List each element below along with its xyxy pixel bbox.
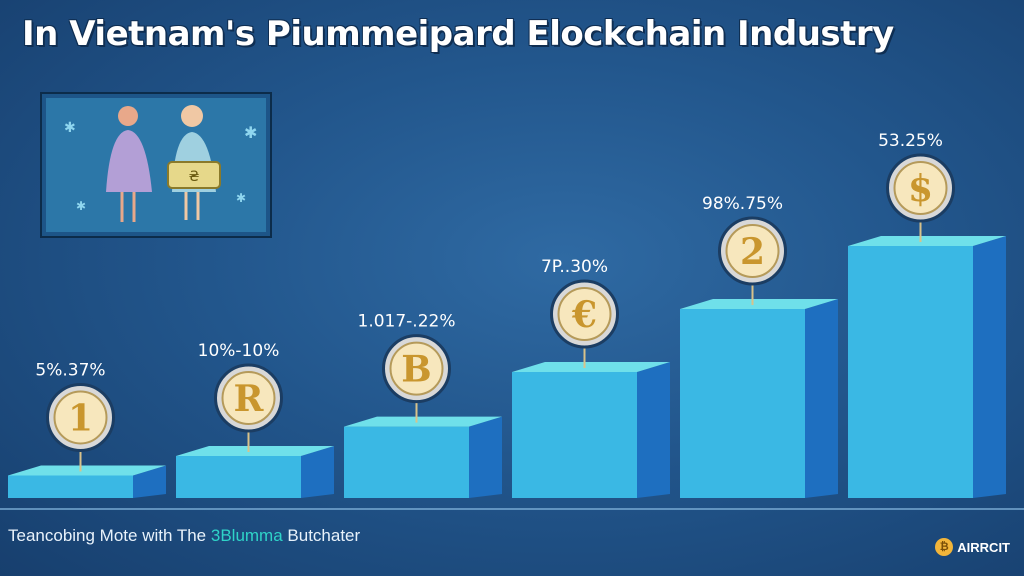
value-label: 5%.37% bbox=[35, 360, 105, 380]
svg-text:✱: ✱ bbox=[236, 191, 246, 205]
coin-face bbox=[725, 224, 780, 278]
coin-face bbox=[221, 371, 276, 425]
chart-baseline bbox=[0, 508, 1024, 510]
coin-symbol: 1 bbox=[68, 397, 93, 439]
bar-front bbox=[680, 309, 805, 498]
coin-symbol: 2 bbox=[740, 231, 765, 273]
caption-highlight: 3Blumma bbox=[210, 526, 283, 545]
bar-6: $53.25% bbox=[848, 131, 1006, 498]
svg-text:₴: ₴ bbox=[189, 169, 200, 185]
value-label: 98%.75% bbox=[702, 194, 783, 214]
bar-top bbox=[8, 465, 166, 476]
bar-side bbox=[637, 362, 670, 498]
svg-text:✱: ✱ bbox=[244, 123, 257, 142]
bar-front bbox=[176, 456, 301, 498]
chart-title: In Vietnam's Piummeipard Elockchain Indu… bbox=[22, 14, 894, 54]
value-label: 53.25% bbox=[878, 131, 943, 151]
bar-side bbox=[805, 299, 838, 498]
caption-suffix: Butchater bbox=[282, 526, 361, 545]
value-label: 1.017-.22% bbox=[358, 312, 456, 332]
bar-3: B 1.017-.22% bbox=[344, 312, 502, 498]
coin-face bbox=[893, 161, 948, 215]
bar-front bbox=[344, 426, 469, 498]
value-label: 7P..30% bbox=[541, 257, 608, 277]
bar-4: €7P..30% bbox=[512, 257, 670, 498]
coin-face bbox=[389, 341, 444, 396]
svg-text:✱: ✱ bbox=[76, 199, 86, 213]
footer-caption: Teancobing Mote with The 3Blumma Butchat… bbox=[8, 526, 360, 546]
bar-1: 1 5%.37% bbox=[8, 360, 166, 498]
couple-illustration: ✱ ✱ ✱ ✱ ₴ bbox=[40, 92, 272, 238]
bar-5: 2 98%.75% bbox=[680, 194, 838, 498]
bar-front bbox=[512, 372, 637, 498]
svg-text:✱: ✱ bbox=[64, 120, 76, 136]
bar-top bbox=[680, 299, 838, 309]
bar-top bbox=[848, 236, 1006, 246]
brand-name: AIRRCIT bbox=[957, 539, 1010, 555]
bar-2: R 10%-10% bbox=[176, 341, 334, 498]
bar-top bbox=[344, 416, 502, 427]
bar-front bbox=[848, 246, 973, 498]
bar-side bbox=[133, 465, 166, 498]
bar-top bbox=[512, 362, 670, 372]
coin-face bbox=[557, 287, 612, 341]
coin-symbol: R bbox=[234, 378, 265, 420]
bar-top bbox=[176, 446, 334, 456]
bitcoin-icon: ₿ bbox=[935, 538, 954, 556]
coin-symbol: $ bbox=[908, 168, 933, 210]
coin-face bbox=[53, 390, 108, 445]
bar-side bbox=[301, 446, 334, 498]
value-label: 10%-10% bbox=[198, 341, 280, 361]
bar-side bbox=[973, 236, 1006, 498]
coin-symbol: € bbox=[571, 294, 597, 336]
coin-symbol: B bbox=[401, 349, 431, 391]
caption-prefix: Teancobing Mote with The bbox=[8, 526, 211, 545]
bar-front bbox=[8, 475, 133, 498]
bar-side bbox=[469, 416, 502, 498]
brand-logo: ₿ AIRRCIT bbox=[935, 538, 1010, 556]
